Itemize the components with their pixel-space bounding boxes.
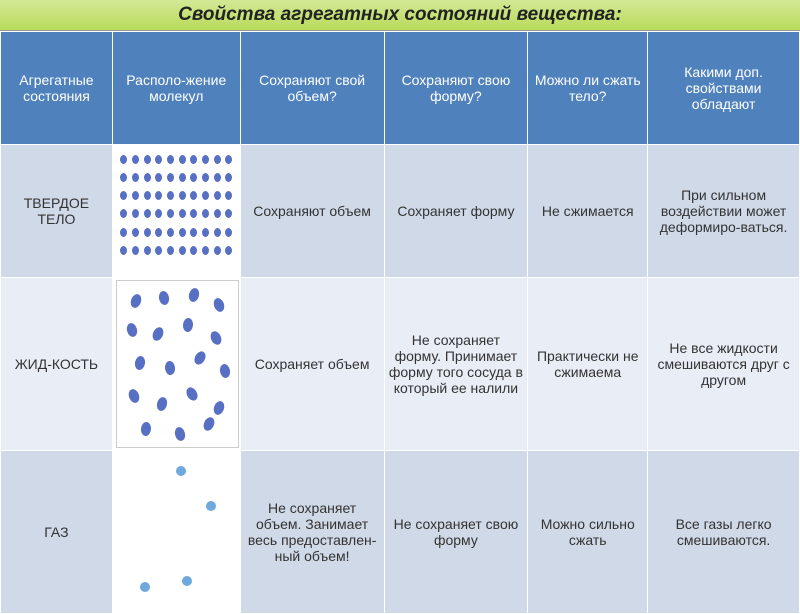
table-row: ТВЕРДОЕ ТЕЛО Сохраняют объем Сохраняет ф… <box>1 145 800 278</box>
gas-volume: Не сохраняет объем. Занимает весь предос… <box>240 451 384 614</box>
gas-extra: Все газы легко смешиваются. <box>648 451 800 614</box>
gas-compress: Можно сильно сжать <box>528 451 648 614</box>
properties-table: Агрегатные состояния Располо-жение молек… <box>0 31 800 614</box>
liquid-name: ЖИД-КОСТЬ <box>1 278 113 451</box>
gas-molecules-diagram <box>112 451 240 614</box>
header-extra: Какими доп. свойствами обладают <box>648 32 800 145</box>
liquid-extra: Не все жидкости смешиваются друг с друго… <box>648 278 800 451</box>
solid-compress: Не сжимается <box>528 145 648 278</box>
header-compress: Можно ли сжать тело? <box>528 32 648 145</box>
solid-name: ТВЕРДОЕ ТЕЛО <box>1 145 113 278</box>
solid-molecules-diagram <box>112 145 240 278</box>
liquid-compress: Практически не сжимаема <box>528 278 648 451</box>
page-title: Свойства агрегатных состояний вещества: <box>0 0 800 31</box>
table-row: ГАЗ Не сохраняет объем. Занимает весь пр… <box>1 451 800 614</box>
header-state: Агрегатные состояния <box>1 32 113 145</box>
liquid-shape: Не сохраняет форму. Принимает форму того… <box>384 278 528 451</box>
solid-extra: При сильном воздействии может деформиро-… <box>648 145 800 278</box>
table-row: ЖИД-КОСТЬ Сохраняет объем Не сохраняет ф… <box>1 278 800 451</box>
header-shape: Сохраняют свою форму? <box>384 32 528 145</box>
table-header-row: Агрегатные состояния Располо-жение молек… <box>1 32 800 145</box>
gas-name: ГАЗ <box>1 451 113 614</box>
header-volume: Сохраняют свой объем? <box>240 32 384 145</box>
solid-volume: Сохраняют объем <box>240 145 384 278</box>
liquid-molecules-diagram <box>112 278 240 451</box>
header-molecules: Располо-жение молекул <box>112 32 240 145</box>
solid-shape: Сохраняет форму <box>384 145 528 278</box>
liquid-volume: Сохраняет объем <box>240 278 384 451</box>
gas-shape: Не сохраняет свою форму <box>384 451 528 614</box>
